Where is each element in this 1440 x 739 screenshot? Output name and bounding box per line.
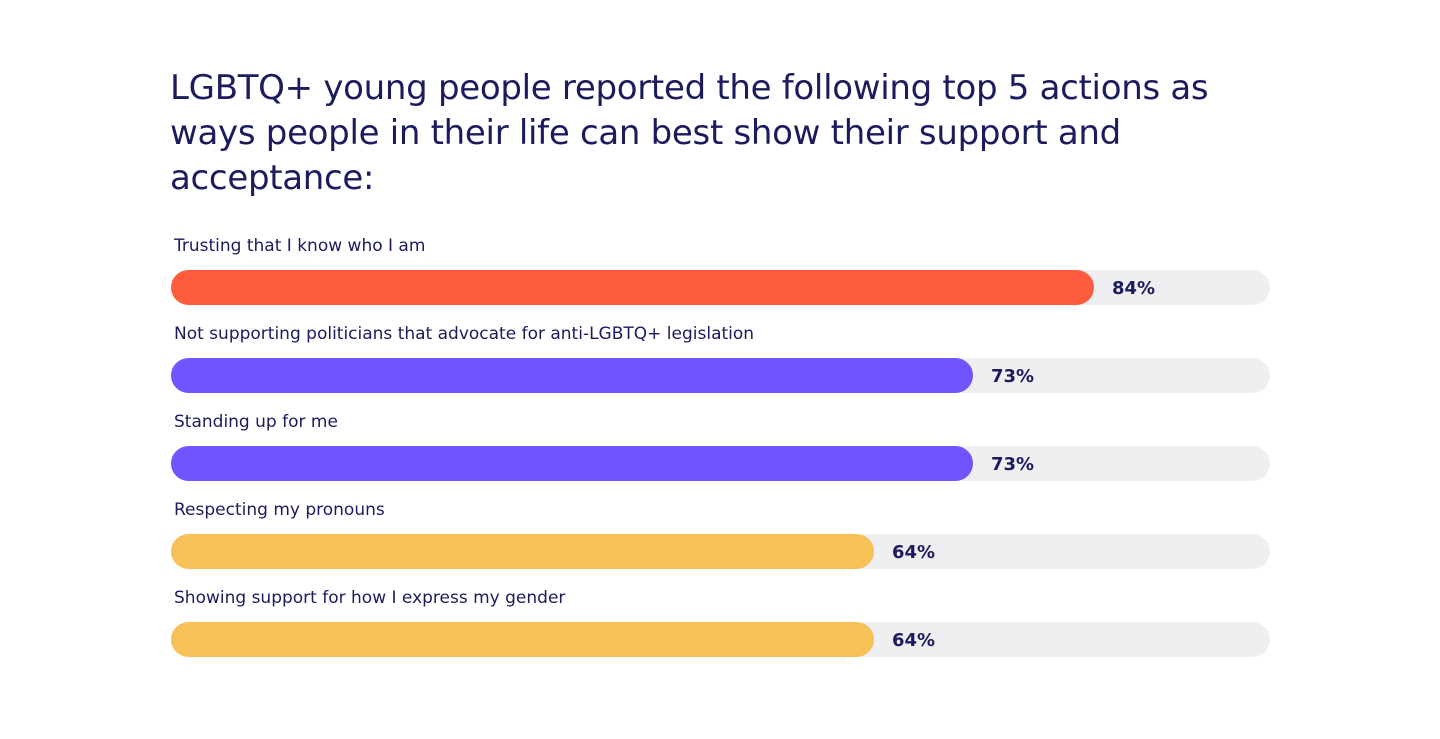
bar-label: Showing support for how I express my gen…: [174, 588, 566, 608]
bar: [171, 622, 874, 657]
bar: [171, 534, 874, 569]
bar-label: Not supporting politicians that advocate…: [174, 324, 755, 344]
bar-row: Respecting my pronouns 64%: [171, 492, 1270, 580]
bar-value-label: 84%: [1112, 278, 1156, 299]
bar-chart: Trusting that I know who I am 84% Not supp…: [171, 228, 1270, 668]
bar-value-label: 73%: [991, 454, 1035, 475]
bar-label: Respecting my pronouns: [174, 500, 385, 520]
bar-track: 84%: [171, 270, 1270, 305]
bar: [171, 446, 973, 481]
bar-row: Trusting that I know who I am 84%: [171, 228, 1270, 316]
bar-track: 64%: [171, 534, 1270, 569]
bar: [171, 270, 1094, 305]
bar: [171, 358, 973, 393]
bar-label: Trusting that I know who I am: [174, 236, 426, 256]
bar-row: Showing support for how I express my gen…: [171, 580, 1270, 668]
bar-track: 64%: [171, 622, 1270, 657]
bar-label: Standing up for me: [174, 412, 338, 432]
bar-value-label: 64%: [892, 630, 936, 651]
chart-title: LGBTQ+ young people reported the followi…: [170, 68, 1209, 198]
bar-row: Not supporting politicians that advocate…: [171, 316, 1270, 404]
bar-row: Standing up for me 73%: [171, 404, 1270, 492]
bar-value-label: 73%: [991, 366, 1035, 387]
bar-value-label: 64%: [892, 542, 936, 563]
bar-track: 73%: [171, 358, 1270, 393]
bar-track: 73%: [171, 446, 1270, 481]
